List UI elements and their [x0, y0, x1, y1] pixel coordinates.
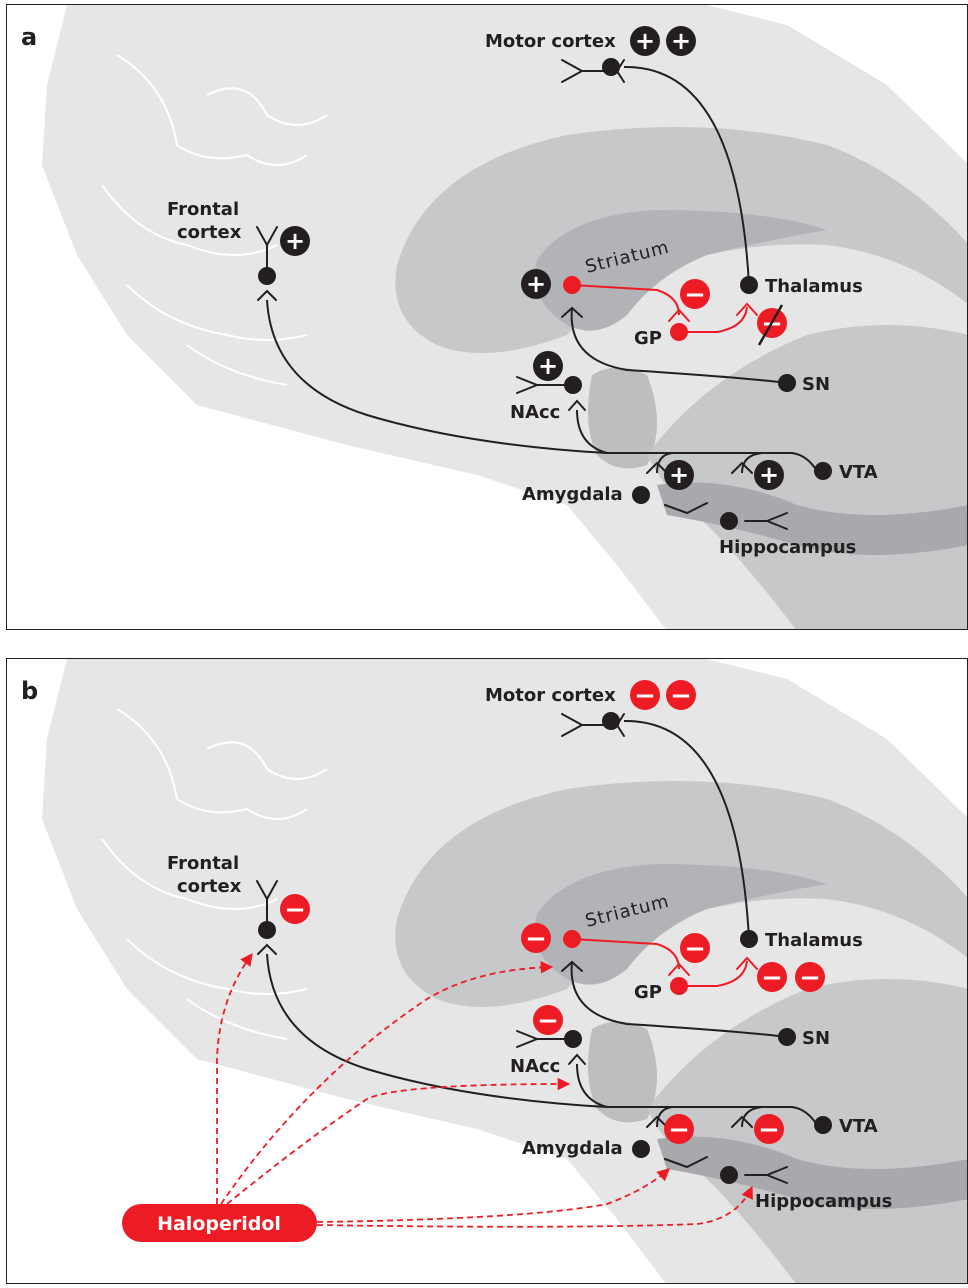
- nacc-axon: [576, 409, 608, 454]
- synapses: [256, 59, 788, 530]
- nacc-axon: [576, 1063, 608, 1108]
- svg-text:+: +: [635, 27, 655, 55]
- motor-cortex-label: Motor cortex: [485, 31, 616, 52]
- thalamus-label: Thalamus: [765, 930, 863, 951]
- panel-a: a Motor cortex Frontal cortex Striatum T…: [6, 4, 968, 630]
- amygdala-hippocampus-axons: [656, 452, 763, 474]
- haloperidol-label: Haloperidol: [157, 1213, 281, 1235]
- panel-a-diagram: a Motor cortex Frontal cortex Striatum T…: [21, 5, 967, 629]
- svg-text:−: −: [537, 1006, 559, 1036]
- motor-cortex-label: Motor cortex: [485, 685, 616, 706]
- gp-label: GP: [634, 982, 662, 1003]
- frontal-vta-axon: [266, 953, 818, 1126]
- gp-thalamus-axon: [679, 960, 748, 987]
- svg-text:+: +: [526, 270, 546, 298]
- arrow-to-hippocampus: [316, 1185, 753, 1228]
- striatum-sn-axon: [570, 307, 788, 384]
- minus-badges: − −: [680, 279, 787, 346]
- svg-text:+: +: [759, 461, 779, 489]
- svg-text:+: +: [538, 352, 558, 380]
- svg-text:−: −: [761, 963, 783, 993]
- minus-badges: − − − − − − − − − −: [280, 680, 825, 1145]
- svg-text:+: +: [671, 27, 691, 55]
- svg-text:−: −: [284, 895, 306, 925]
- svg-text:−: −: [799, 963, 821, 993]
- sn-label: SN: [802, 1028, 830, 1049]
- haloperidol-arrows: [216, 952, 753, 1228]
- svg-text:−: −: [670, 681, 692, 711]
- vta-label: VTA: [839, 1116, 878, 1137]
- nacc-label: NAcc: [510, 1056, 560, 1077]
- svg-text:+: +: [285, 227, 305, 255]
- amygdala-label: Amygdala: [522, 1138, 623, 1159]
- frontal-vta-axon: [266, 299, 818, 472]
- neurons: [258, 58, 832, 530]
- svg-text:+: +: [669, 461, 689, 489]
- hippocampus-label: Hippocampus: [755, 1191, 892, 1212]
- gp-thalamus-axon: [679, 306, 748, 333]
- amygdala-hippocampus-axons: [656, 1106, 763, 1128]
- striatum-sn-axon: [570, 961, 788, 1038]
- hippocampus-label: Hippocampus: [719, 537, 856, 558]
- panel-b-diagram: b Motor cortex Frontal cortex Striatum T…: [21, 659, 967, 1283]
- svg-text:−: −: [758, 1115, 780, 1145]
- neurons: [258, 712, 832, 1184]
- svg-text:−: −: [668, 1115, 690, 1145]
- frontal-cortex-label-line1: Frontal: [167, 199, 239, 220]
- sn-label: SN: [802, 374, 830, 395]
- svg-text:−: −: [684, 934, 706, 964]
- plus-badges: + + + + + + +: [280, 26, 784, 490]
- haloperidol-pill: Haloperidol: [122, 1204, 317, 1242]
- svg-text:−: −: [634, 681, 656, 711]
- frontal-cortex-label-line1: Frontal: [167, 853, 239, 874]
- svg-text:−: −: [525, 924, 547, 954]
- frontal-cortex-label-line2: cortex: [177, 222, 242, 243]
- vta-label: VTA: [839, 462, 878, 483]
- gp-label: GP: [634, 328, 662, 349]
- panel-letter: a: [21, 23, 37, 51]
- thalamus-label: Thalamus: [765, 276, 863, 297]
- nacc-label: NAcc: [510, 402, 560, 423]
- panel-letter: b: [21, 677, 38, 705]
- amygdala-label: Amygdala: [522, 484, 623, 505]
- arrow-to-frontal-cortex: [216, 952, 253, 1204]
- motor-thalamus-axon: [623, 65, 750, 286]
- arrow-to-striatum: [220, 961, 554, 1205]
- arrow-to-nacc: [226, 1077, 571, 1205]
- panel-b: b Motor cortex Frontal cortex Striatum T…: [6, 658, 968, 1284]
- arrow-to-amygdala: [316, 1168, 670, 1223]
- frontal-cortex-label-line2: cortex: [177, 876, 242, 897]
- svg-text:−: −: [684, 280, 706, 310]
- motor-thalamus-axon: [623, 719, 750, 940]
